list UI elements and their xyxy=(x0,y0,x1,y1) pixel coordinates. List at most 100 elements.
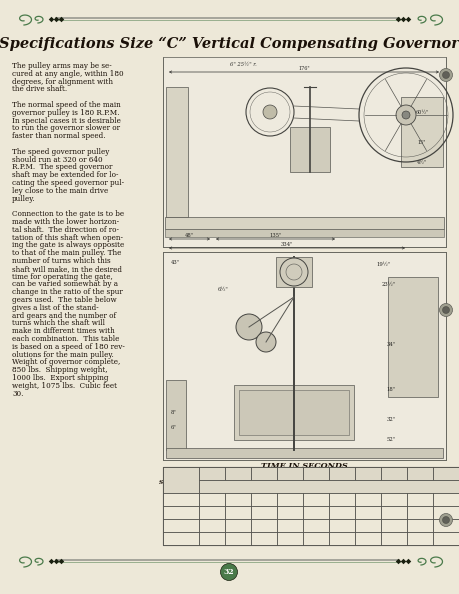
Text: change in the ratio of the spur: change in the ratio of the spur xyxy=(12,288,123,296)
Bar xyxy=(163,532,199,545)
Text: 6: 6 xyxy=(235,469,241,478)
Text: 6.63: 6.63 xyxy=(386,522,402,529)
Bar xyxy=(355,467,381,480)
Text: 4.00: 4.00 xyxy=(413,495,427,504)
Text: 4.44: 4.44 xyxy=(438,495,453,504)
Text: 19½": 19½" xyxy=(376,262,390,267)
Text: 52": 52" xyxy=(387,437,396,442)
Text: ley close to the main drive: ley close to the main drive xyxy=(12,187,108,195)
Text: 6.66: 6.66 xyxy=(438,508,453,517)
Bar xyxy=(199,467,225,480)
Text: 16—48: 16—48 xyxy=(167,495,195,504)
Bar xyxy=(355,506,381,519)
Text: cating the speed governor pul-: cating the speed governor pul- xyxy=(12,179,124,187)
Text: turns which the shaft will: turns which the shaft will xyxy=(12,320,105,327)
Bar xyxy=(329,506,355,519)
Text: 3.33: 3.33 xyxy=(205,535,219,542)
Text: can be varied somewhat by a: can be varied somewhat by a xyxy=(12,280,118,289)
Text: 8.84: 8.84 xyxy=(438,522,453,529)
Text: ard gears and the number of: ard gears and the number of xyxy=(12,312,116,320)
Text: TIME IN SECONDS: TIME IN SECONDS xyxy=(261,462,348,470)
Bar xyxy=(355,493,381,506)
Text: 43": 43" xyxy=(171,260,180,265)
Text: 20: 20 xyxy=(441,469,451,478)
Bar xyxy=(381,467,407,480)
Text: R.P.M.  The speed governor: R.P.M. The speed governor xyxy=(12,163,112,172)
Text: 1.55: 1.55 xyxy=(257,495,271,504)
Circle shape xyxy=(220,564,237,580)
Text: 18: 18 xyxy=(415,469,425,478)
Text: 2.66: 2.66 xyxy=(361,495,375,504)
Text: The speed governor pulley: The speed governor pulley xyxy=(12,148,109,156)
Text: Connection to the gate is to be: Connection to the gate is to be xyxy=(12,210,124,218)
Bar xyxy=(225,467,251,480)
Bar xyxy=(329,493,355,506)
Text: 2.66: 2.66 xyxy=(283,508,297,517)
Text: 32": 32" xyxy=(387,417,396,422)
Text: 48": 48" xyxy=(185,233,194,238)
Bar xyxy=(433,506,459,519)
Text: 21—43: 21—43 xyxy=(167,508,195,517)
Bar xyxy=(163,57,446,247)
Bar xyxy=(163,519,199,532)
Bar xyxy=(225,532,251,545)
Bar xyxy=(234,385,354,440)
Bar xyxy=(277,532,303,545)
Text: 2.65: 2.65 xyxy=(230,522,246,529)
Bar xyxy=(303,519,329,532)
Bar xyxy=(251,506,277,519)
Text: 12: 12 xyxy=(363,469,373,478)
Bar xyxy=(355,532,381,545)
Circle shape xyxy=(256,332,276,352)
Text: 2.20: 2.20 xyxy=(205,522,219,529)
Text: 4.00: 4.00 xyxy=(308,522,324,529)
Text: 8: 8 xyxy=(287,469,292,478)
Text: 60½": 60½" xyxy=(415,109,429,115)
Text: 1000 lbs.  Export shipping: 1000 lbs. Export shipping xyxy=(12,374,108,382)
Text: 6.00: 6.00 xyxy=(309,535,323,542)
Text: tation of this shaft when open-: tation of this shaft when open- xyxy=(12,233,123,242)
Text: 6.00: 6.00 xyxy=(413,508,427,517)
Text: In special cases it is desirable: In special cases it is desirable xyxy=(12,116,121,125)
Text: is based on a speed of 180 rev-: is based on a speed of 180 rev- xyxy=(12,343,125,351)
Text: 23½": 23½" xyxy=(382,282,396,287)
Bar xyxy=(163,252,446,460)
Text: to that of the main pulley. The: to that of the main pulley. The xyxy=(12,249,121,257)
Text: 3.33: 3.33 xyxy=(335,508,349,517)
Text: 176": 176" xyxy=(298,66,310,71)
Text: 8": 8" xyxy=(171,410,177,415)
Text: 850 lbs.  Shipping weight,: 850 lbs. Shipping weight, xyxy=(12,366,107,374)
Text: 1.00: 1.00 xyxy=(205,495,219,504)
Circle shape xyxy=(263,105,277,119)
Text: 3.54: 3.54 xyxy=(282,522,297,529)
Text: 4½": 4½" xyxy=(417,160,427,165)
Text: 15: 15 xyxy=(389,469,399,478)
Text: 13.33: 13.33 xyxy=(437,535,456,542)
Text: make in different times with: make in different times with xyxy=(12,327,115,335)
Text: 6.66: 6.66 xyxy=(335,535,349,542)
Bar xyxy=(277,493,303,506)
Text: 4.42: 4.42 xyxy=(335,522,350,529)
Bar xyxy=(166,448,443,458)
Text: 15": 15" xyxy=(418,140,426,144)
Bar xyxy=(199,493,225,506)
Bar xyxy=(433,493,459,506)
Bar xyxy=(199,532,225,545)
Text: Weight of governor complete,: Weight of governor complete, xyxy=(12,358,120,366)
Text: 5.00: 5.00 xyxy=(386,508,401,517)
Text: 18": 18" xyxy=(387,387,396,392)
Bar xyxy=(163,467,459,545)
Bar xyxy=(407,532,433,545)
Text: 1.33: 1.33 xyxy=(230,495,246,504)
Text: pulley.: pulley. xyxy=(12,195,36,203)
Text: 1.66: 1.66 xyxy=(205,508,219,517)
Bar xyxy=(277,467,303,480)
Bar xyxy=(166,87,188,217)
Text: 2.22: 2.22 xyxy=(335,495,349,504)
Text: 5: 5 xyxy=(209,469,214,478)
Text: 12.00: 12.00 xyxy=(410,535,430,542)
Bar xyxy=(407,519,433,532)
Text: 34": 34" xyxy=(387,342,396,347)
Text: 3.33: 3.33 xyxy=(386,495,402,504)
Text: 4.00: 4.00 xyxy=(361,508,375,517)
